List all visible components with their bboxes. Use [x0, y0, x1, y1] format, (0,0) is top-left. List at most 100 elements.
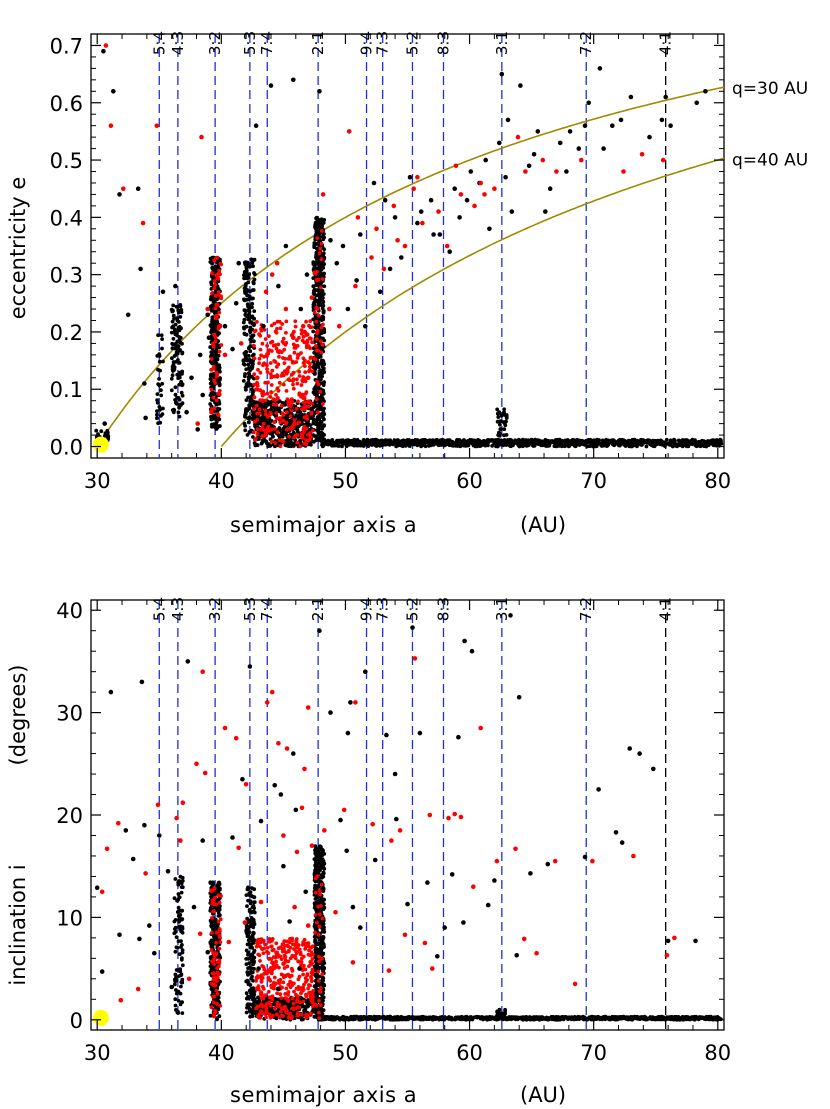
data-point	[576, 146, 582, 151]
data-point	[584, 438, 589, 443]
data-point	[694, 100, 699, 106]
data-point	[257, 411, 262, 416]
data-point	[503, 441, 508, 446]
data-point	[274, 346, 279, 351]
data-point	[283, 243, 289, 249]
data-point	[319, 325, 324, 330]
data-point	[476, 438, 480, 442]
data-point	[526, 163, 532, 169]
data-point	[547, 186, 553, 191]
data-point	[215, 313, 219, 318]
data-point	[381, 440, 385, 445]
data-point	[502, 427, 507, 432]
data-point	[177, 361, 182, 365]
data-point	[303, 370, 308, 374]
data-point	[209, 920, 214, 925]
data-point	[250, 314, 255, 319]
data-point	[358, 232, 363, 237]
data-point	[245, 904, 249, 908]
data-point	[252, 343, 256, 348]
data-point	[436, 209, 441, 214]
data-point	[208, 260, 213, 264]
data-point	[497, 431, 502, 435]
data-point	[243, 412, 248, 416]
sun-marker-dot	[92, 436, 109, 453]
data-point	[180, 956, 184, 961]
data-point	[301, 1017, 305, 1022]
resonance-label: 7:2	[577, 31, 595, 55]
data-point	[431, 232, 436, 237]
data-point	[253, 997, 257, 1002]
data-point	[161, 406, 165, 411]
data-point	[677, 443, 682, 448]
data-point	[394, 444, 399, 449]
data-point	[313, 897, 318, 901]
data-point	[222, 323, 228, 329]
data-point	[322, 433, 326, 437]
data-point	[319, 394, 324, 399]
data-point	[391, 203, 397, 209]
data-point	[298, 306, 304, 312]
data-point	[313, 387, 318, 392]
data-point	[252, 356, 257, 361]
data-point	[309, 295, 315, 300]
data-point	[247, 415, 252, 420]
data-point	[247, 345, 252, 349]
data-point	[244, 282, 248, 286]
data-point	[243, 262, 248, 267]
data-point	[706, 439, 710, 443]
curve-labels: q=30 AUq=40 AU	[732, 79, 808, 170]
data-point	[213, 289, 218, 294]
data-point	[252, 309, 257, 313]
data-point	[497, 140, 502, 146]
data-point	[664, 437, 669, 442]
data-point	[270, 368, 275, 373]
data-point	[286, 444, 291, 448]
data-point	[195, 427, 200, 432]
data-point	[292, 329, 296, 334]
data-point	[211, 391, 216, 396]
data-point	[213, 265, 217, 269]
data-point	[403, 440, 408, 445]
data-point	[706, 443, 711, 447]
data-point	[314, 242, 319, 246]
data-point	[322, 284, 327, 289]
data-point	[245, 433, 250, 437]
data-point	[314, 863, 319, 868]
data-point	[312, 1014, 317, 1019]
data-point	[172, 316, 176, 321]
data-point	[647, 134, 652, 140]
data-point	[218, 323, 223, 328]
data-point	[299, 394, 303, 399]
data-point	[251, 961, 256, 965]
data-point	[218, 257, 222, 262]
data-point	[174, 968, 179, 972]
data-point	[464, 197, 470, 203]
data-point	[306, 438, 311, 443]
data-point	[184, 409, 189, 415]
data-point	[314, 337, 319, 341]
data-point	[296, 399, 300, 404]
data-point	[311, 284, 316, 289]
data-point	[272, 321, 277, 326]
data-point	[246, 957, 251, 961]
data-point	[346, 129, 352, 134]
data-point	[569, 442, 574, 446]
data-point	[308, 355, 313, 360]
data-point	[458, 444, 463, 449]
data-point	[242, 317, 247, 322]
data-point	[288, 414, 293, 418]
data-point	[209, 387, 214, 392]
data-point	[314, 397, 319, 402]
data-point	[313, 270, 318, 275]
data-point	[218, 261, 223, 266]
data-point	[288, 427, 292, 431]
data-point	[296, 420, 301, 425]
data-point	[305, 433, 310, 437]
data-point	[490, 444, 494, 448]
data-point	[246, 275, 251, 280]
data-point	[263, 412, 268, 417]
data-point	[268, 395, 273, 399]
data-point	[253, 443, 258, 448]
data-point	[249, 296, 254, 301]
